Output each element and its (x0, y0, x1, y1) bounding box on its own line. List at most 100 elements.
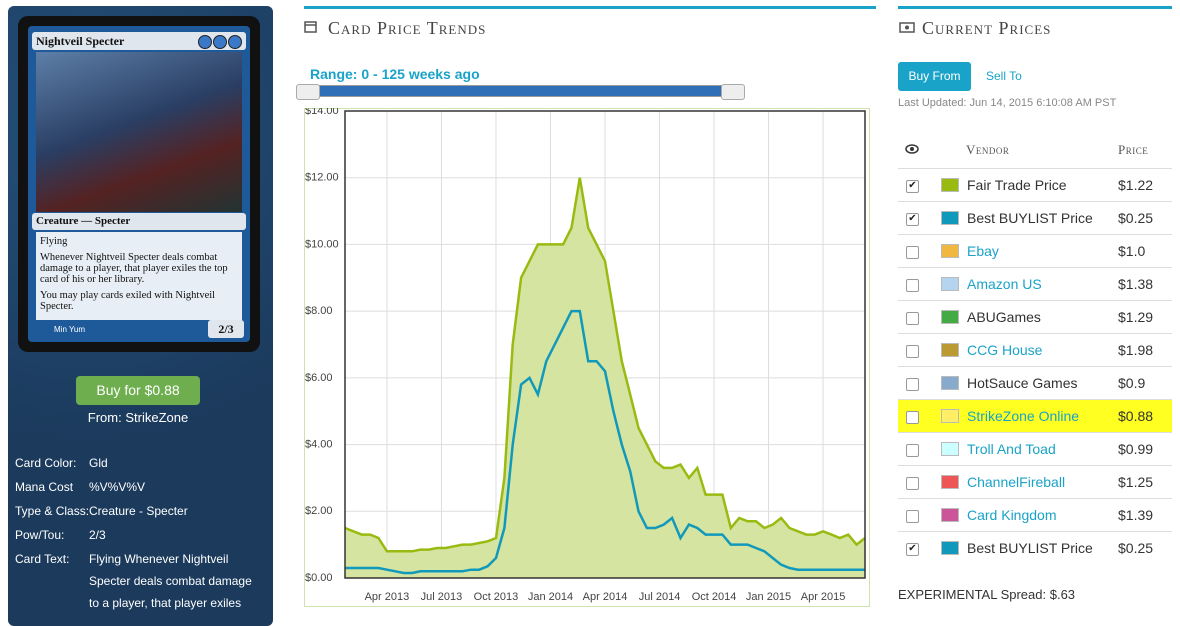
y-tick-label: $8.00 (305, 305, 333, 317)
page: {"card": {"name": "Nightveil Specter", "… (8, 6, 1172, 626)
vendor-row: ABUGames $1.29 (898, 300, 1172, 333)
detail-value: Creature - Specter (89, 504, 188, 518)
price: $0.9 (1118, 375, 1146, 391)
vendor-link[interactable]: StrikeZone Online (967, 408, 1080, 424)
tab[interactable]: Buy From (898, 62, 971, 91)
color-swatch (941, 244, 959, 258)
divider (898, 6, 1172, 9)
vendor-row: ✔ Best BUYLIST Price $0.25 (898, 201, 1172, 234)
vendor-row: Card Kingdom $1.39 (898, 498, 1172, 531)
checkbox[interactable]: ✔ (906, 543, 919, 556)
checkbox[interactable] (906, 246, 919, 259)
vendor-link[interactable]: ChannelFireball (967, 474, 1066, 490)
color-swatch (941, 178, 959, 192)
vendor-name: Best BUYLIST Price (967, 210, 1093, 226)
card-art (36, 52, 242, 212)
detail-label: Type & Class: (15, 504, 90, 518)
color-swatch (941, 409, 959, 423)
checkbox[interactable] (906, 279, 919, 292)
rules-line: You may play cards exiled with Nightveil… (40, 290, 216, 312)
x-tick-label: Apr 2014 (583, 591, 628, 603)
price: $0.25 (1118, 540, 1154, 556)
column-header: Vendor (966, 142, 1010, 157)
card-rules: Flying Whenever Nightveil Specter deals c… (36, 232, 242, 320)
vendor-name: HotSauce Games (967, 375, 1078, 391)
price: $1.0 (1118, 243, 1146, 259)
detail-value: %V%V%V (89, 480, 146, 494)
color-swatch (941, 442, 959, 456)
mana-symbol (198, 35, 212, 49)
y-tick-label: $6.00 (305, 372, 333, 384)
card-name: Nightveil Specter (32, 32, 246, 50)
y-tick-label: $12.00 (305, 172, 339, 184)
section-title: Current Prices (922, 18, 1052, 38)
last-updated: Last Updated: Jun 14, 2015 6:10:08 AM PS… (898, 97, 1117, 109)
area (345, 177, 865, 578)
price: $1.39 (1118, 507, 1154, 523)
money-icon (899, 22, 915, 33)
detail-value: Flying Whenever Nightveil Specter deals … (89, 552, 252, 610)
vendor-link[interactable]: Amazon US (967, 276, 1042, 292)
vendor-link[interactable]: Card Kingdom (967, 507, 1057, 523)
vendor-link[interactable]: Ebay (967, 243, 999, 259)
detail-label: Mana Cost (15, 480, 74, 494)
price: $1.38 (1118, 276, 1154, 292)
checkbox[interactable]: ✔ (906, 213, 919, 226)
y-tick-label: $4.00 (305, 438, 333, 450)
card-image: Nightveil Specter Creature — Specter Fly… (18, 16, 260, 352)
x-tick-label: Oct 2013 (474, 591, 519, 603)
x-tick-label: Jan 2014 (528, 591, 573, 603)
x-tick-label: Apr 2013 (365, 591, 410, 603)
tab[interactable]: Sell To (986, 69, 1022, 83)
rules-line: Whenever Nightveil Specter deals combat … (40, 252, 228, 285)
buy-button[interactable]: Buy for $0.88 (76, 376, 200, 405)
vendor-row: ✔ Fair Trade Price $1.22 (898, 168, 1172, 201)
price: $0.25 (1118, 210, 1154, 226)
mana-symbol (228, 35, 242, 49)
color-swatch (941, 508, 959, 522)
checkbox[interactable] (906, 345, 919, 358)
vendor-row: Ebay $1.0 (898, 234, 1172, 267)
color-swatch (941, 376, 959, 390)
vendor-name: Best BUYLIST Price (967, 540, 1093, 556)
card-type: Creature — Specter (32, 213, 246, 230)
range-slider[interactable] (296, 84, 745, 100)
color-swatch (941, 475, 959, 489)
checkbox[interactable] (906, 378, 919, 391)
x-tick-label: Jul 2013 (421, 591, 463, 603)
color-swatch (941, 343, 959, 357)
checkbox[interactable] (906, 411, 919, 424)
checkbox[interactable] (906, 312, 919, 325)
slider-handle[interactable] (296, 84, 320, 100)
vendor-link[interactable]: CCG House (967, 342, 1043, 358)
vendor-link[interactable]: Troll And Toad (967, 441, 1056, 457)
x-tick-label: Apr 2015 (801, 591, 846, 603)
detail-value: 2/3 (89, 528, 106, 542)
color-swatch (941, 541, 959, 555)
vendor-row: Troll And Toad $0.99 (898, 432, 1172, 465)
y-tick-label: $10.00 (305, 238, 339, 250)
chart: $0.00 $2.00 $4.00 $6.00 $8.00 $10.00 $12.00 $14… (305, 108, 866, 603)
checkbox[interactable] (906, 477, 919, 490)
card-pt: 2/3 (208, 320, 244, 338)
vendor-row: ChannelFireball $1.25 (898, 465, 1172, 498)
column-header: Price (1118, 142, 1149, 157)
line (345, 309, 865, 575)
section-title: Card Price Trends (328, 18, 487, 38)
price: $0.99 (1118, 441, 1154, 457)
plot-border (344, 110, 866, 579)
checkbox[interactable] (906, 444, 919, 457)
price: $1.25 (1118, 474, 1154, 490)
x-tick-label: Jul 2014 (639, 591, 681, 603)
price: $1.98 (1118, 342, 1154, 358)
checkbox[interactable]: ✔ (906, 180, 919, 193)
range-label: Range: 0 - 125 weeks ago (310, 66, 480, 82)
slider-handle[interactable] (721, 84, 745, 100)
price: $0.88 (1118, 408, 1154, 424)
detail-value: Gld (89, 456, 108, 470)
line (344, 177, 866, 553)
color-swatch (941, 310, 959, 324)
checkbox[interactable] (906, 510, 919, 523)
card-panel: Nightveil Specter Creature — Specter Fly… (8, 6, 273, 626)
eye-icon (905, 144, 919, 154)
